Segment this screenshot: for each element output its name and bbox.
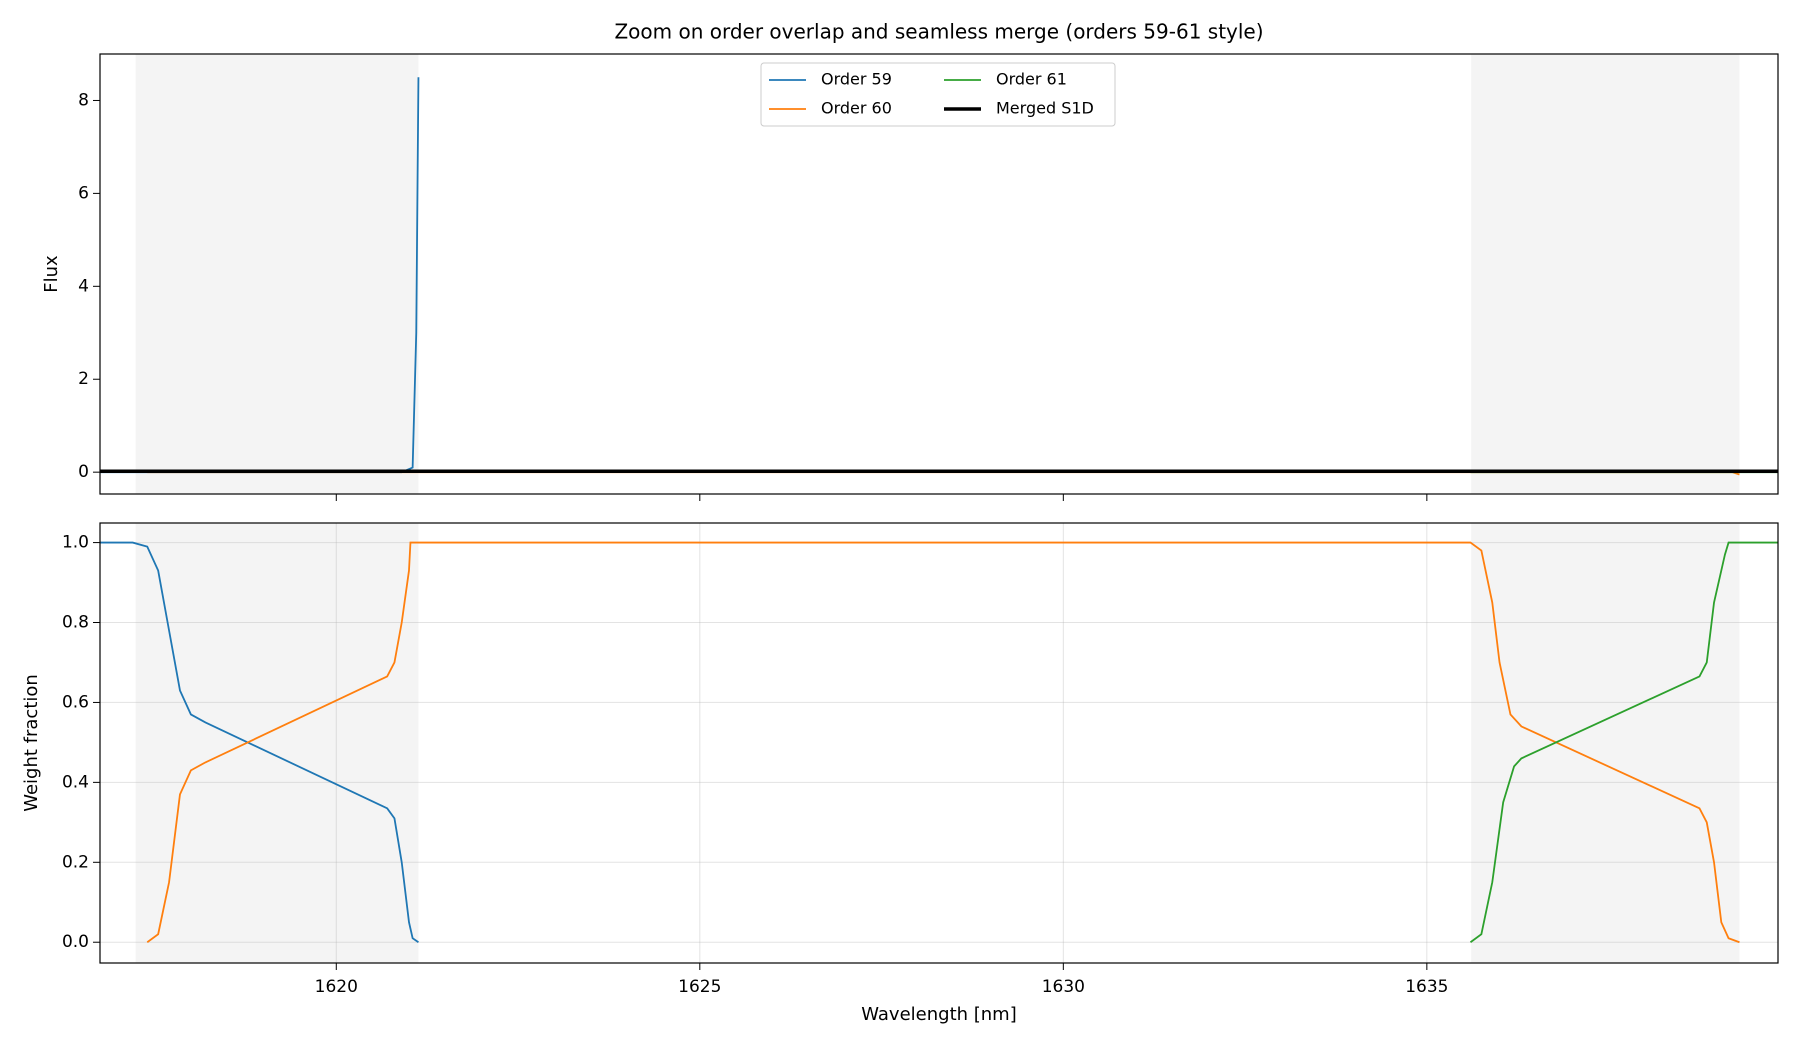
y-tick-label: 0.4: [62, 772, 89, 792]
y-tick-label: 0.6: [62, 692, 89, 712]
y-tick-label: 8: [78, 90, 89, 110]
y-axis-label: Flux: [41, 255, 62, 293]
y-tick-label: 1.0: [62, 533, 89, 553]
y-tick-label: 4: [78, 276, 89, 296]
y-tick-label: 6: [78, 183, 89, 203]
legend: Order 59 Order 60 Order 61 Merged S1D: [760, 62, 1116, 127]
x-tick-label: 1635: [1405, 977, 1448, 997]
y-axis-label: Weight fraction: [21, 674, 42, 812]
x-tick-label: 1620: [315, 977, 358, 997]
line-series: [146, 541, 1740, 944]
legend-label: Order 60: [821, 99, 892, 118]
line-series: [1469, 541, 1778, 943]
overlap-span: [135, 54, 419, 494]
x-tick-label: 1630: [1042, 977, 1085, 997]
overlap-span: [1471, 523, 1740, 963]
y-tick-label: 0.0: [62, 932, 89, 952]
y-tick-label: 0: [78, 462, 89, 482]
y-tick-label: 0.8: [62, 613, 89, 633]
chart-title: Zoom on order overlap and seamless merge…: [614, 20, 1263, 44]
overlap-span: [1471, 54, 1740, 494]
legend-label: Order 59: [821, 70, 892, 89]
legend-box: [760, 62, 1116, 127]
overlap-span: [135, 523, 419, 963]
x-axis-label: Wavelength [nm]: [861, 1004, 1017, 1025]
y-tick-label: 0.2: [62, 852, 89, 872]
x-tick-label: 1625: [678, 977, 721, 997]
axes-frame: [99, 53, 1779, 495]
y-tick-label: 2: [78, 369, 89, 389]
axes-frame: [99, 522, 1779, 964]
legend-label: Order 61: [996, 70, 1067, 89]
line-series: [100, 541, 419, 943]
legend-label: Merged S1D: [996, 99, 1094, 118]
